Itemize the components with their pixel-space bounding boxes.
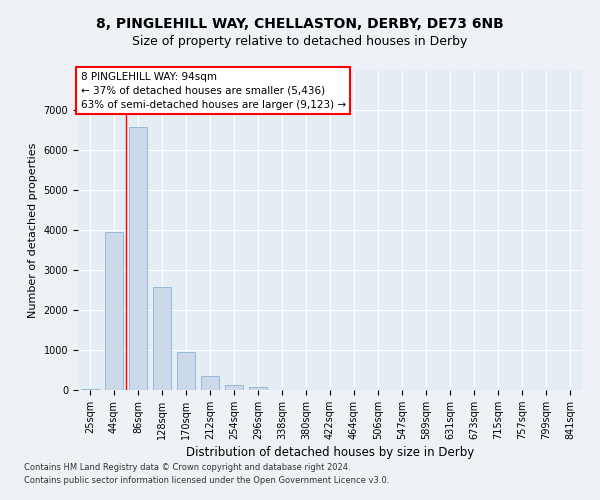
Bar [225, 385, 243, 390]
Bar [201, 376, 219, 390]
Text: Contains HM Land Registry data © Crown copyright and database right 2024.: Contains HM Land Registry data © Crown c… [24, 462, 350, 471]
Bar [81, 389, 99, 390]
Bar [249, 387, 267, 390]
X-axis label: Distribution of detached houses by size in Derby: Distribution of detached houses by size … [186, 446, 474, 459]
Text: Size of property relative to detached houses in Derby: Size of property relative to detached ho… [133, 35, 467, 48]
Bar [177, 352, 195, 390]
Text: 8, PINGLEHILL WAY, CHELLASTON, DERBY, DE73 6NB: 8, PINGLEHILL WAY, CHELLASTON, DERBY, DE… [96, 18, 504, 32]
Text: Contains public sector information licensed under the Open Government Licence v3: Contains public sector information licen… [24, 476, 389, 485]
Bar [129, 127, 147, 390]
Text: 8 PINGLEHILL WAY: 94sqm
← 37% of detached houses are smaller (5,436)
63% of semi: 8 PINGLEHILL WAY: 94sqm ← 37% of detache… [80, 72, 346, 110]
Bar [153, 287, 171, 390]
Y-axis label: Number of detached properties: Number of detached properties [28, 142, 38, 318]
Bar [105, 232, 123, 390]
